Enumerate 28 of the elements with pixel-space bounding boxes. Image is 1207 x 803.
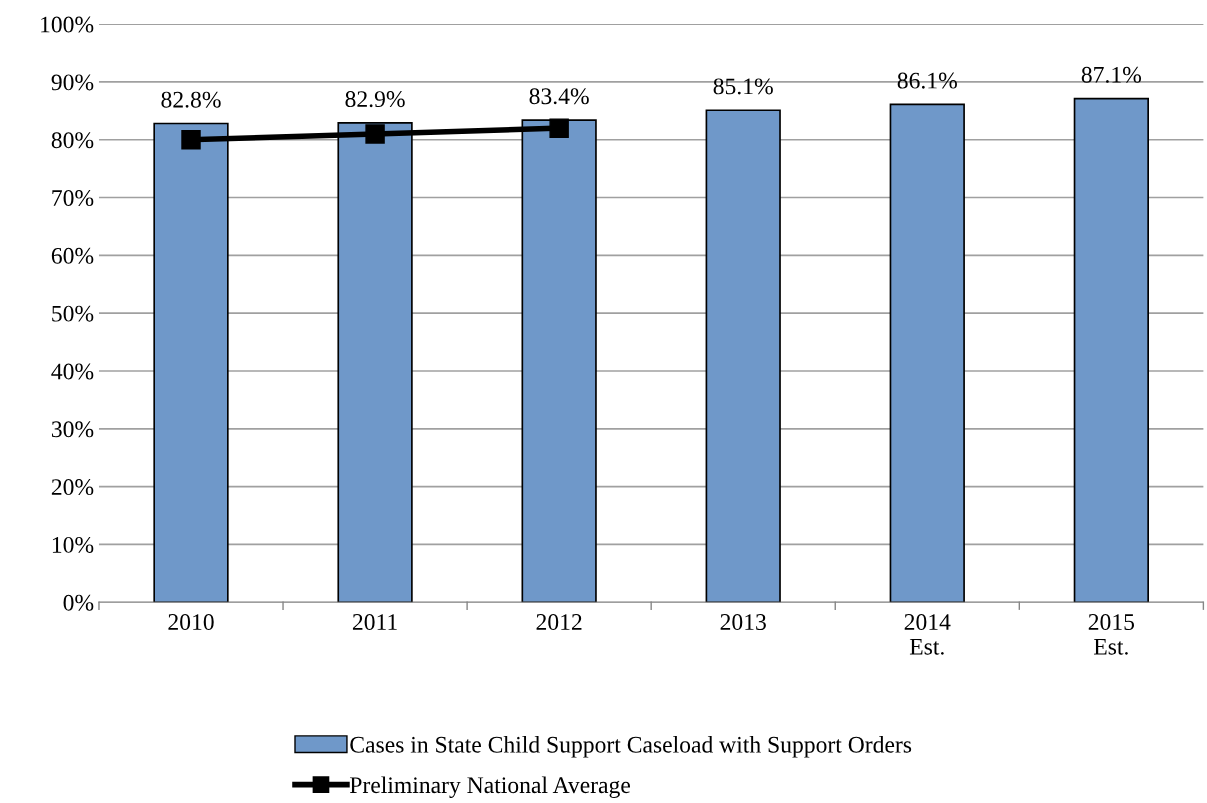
x-tick-label: 2010: [168, 614, 214, 630]
data-label: 86.1%: [897, 72, 957, 89]
x-tick-label: 2014 Est.: [904, 614, 951, 655]
x-tick-label: 2013: [720, 614, 766, 630]
y-tick-label: 100%: [41, 16, 94, 33]
y-tick-label: 30%: [51, 421, 94, 438]
y-tick-label: 70%: [52, 190, 94, 207]
y-tick-label: 60%: [51, 247, 94, 264]
x-tick-label: 2015 Est.: [1088, 614, 1135, 655]
y-tick-label: 20%: [51, 479, 94, 496]
data-label: 82.9%: [345, 91, 405, 108]
y-tick-label: 90%: [51, 74, 94, 91]
point: [181, 129, 201, 150]
point: [365, 124, 385, 144]
legend-label: Cases in State Child Support Caseload with Support Orders: [350, 736, 912, 758]
point: [549, 118, 569, 138]
data-label: 82.8%: [161, 91, 221, 108]
y-tick-label: 10%: [52, 536, 94, 553]
data-label: 83.4%: [529, 88, 589, 105]
data-label: 85.1%: [713, 78, 773, 95]
y-tick-label: 50%: [52, 305, 94, 322]
data-label: 87.1%: [1081, 66, 1142, 83]
x-tick-label: 2011: [352, 614, 397, 630]
x-tick-label: 2012: [536, 614, 582, 630]
y-tick-label: 40%: [51, 363, 94, 380]
legend-label: Preliminary National Average: [349, 776, 630, 798]
y-tick-label: 80%: [51, 132, 94, 149]
y-tick-label: 0%: [63, 594, 94, 611]
